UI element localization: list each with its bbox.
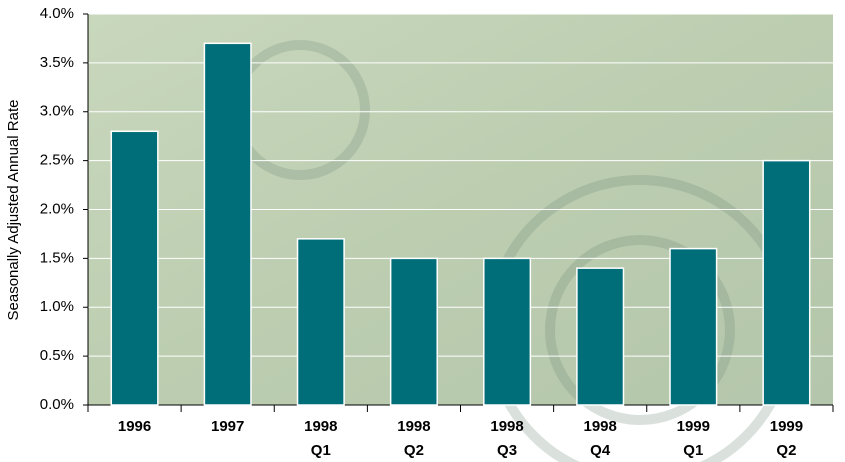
y-tick-label: 0.5% <box>40 347 74 364</box>
y-tick-label: 1.0% <box>40 298 74 315</box>
bar <box>391 258 438 405</box>
y-tick-label: 2.0% <box>40 200 74 217</box>
x-tick-label: Q3 <box>497 442 517 459</box>
y-tick-label: 1.5% <box>40 249 74 266</box>
bar <box>298 239 345 405</box>
x-tick-label: 1998 <box>490 418 523 435</box>
x-tick-label: 1997 <box>211 418 244 435</box>
bar <box>670 249 717 405</box>
x-tick-label: Q2 <box>776 442 796 459</box>
x-tick-label: 1999 <box>677 418 710 435</box>
chart: Seasonally Adjusted Annual Rate 0.0% 0.5%… <box>0 0 845 462</box>
bar <box>577 268 624 405</box>
x-tick-label: Q1 <box>683 442 703 459</box>
y-axis-label: Seasonally Adjusted Annual Rate <box>5 100 22 321</box>
y-tick-label: 0.0% <box>40 396 74 413</box>
x-tick-label: 1998 <box>397 418 430 435</box>
y-tick-label: 3.0% <box>40 103 74 120</box>
x-tick-label: Q2 <box>404 442 424 459</box>
bar <box>484 258 531 405</box>
bar <box>204 43 251 405</box>
y-tick-label: 3.5% <box>40 54 74 71</box>
x-tick-label: 1998 <box>584 418 617 435</box>
x-tick-label: Q1 <box>311 442 331 459</box>
x-tick-label: 1996 <box>118 418 151 435</box>
x-tick-label: 1998 <box>304 418 337 435</box>
bar <box>111 131 158 405</box>
bar <box>763 161 810 405</box>
x-tick-label: 1999 <box>770 418 803 435</box>
x-tick-label: Q4 <box>590 442 611 459</box>
y-tick-label: 2.5% <box>40 152 74 169</box>
y-tick-label: 4.0% <box>40 5 74 22</box>
